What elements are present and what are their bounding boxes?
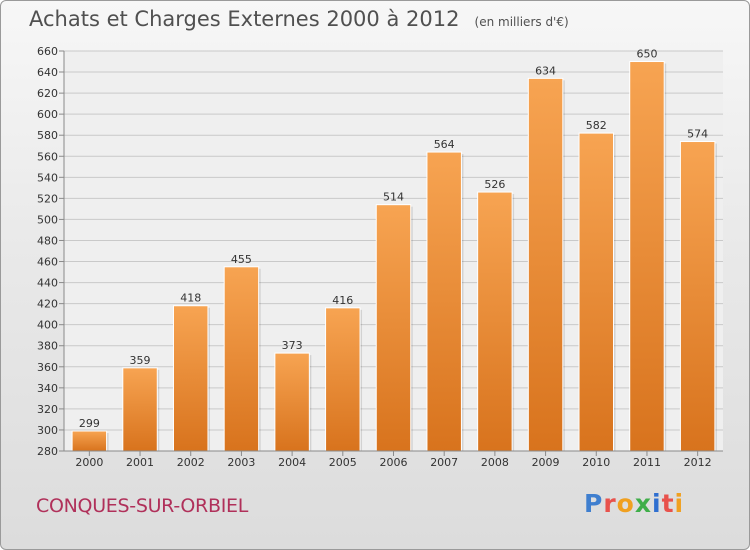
bar-2004 — [274, 352, 310, 452]
value-label-2005: 416 — [332, 294, 353, 307]
logo-letter: i — [652, 489, 662, 518]
value-label-2004: 373 — [282, 339, 303, 352]
x-tick-label-2005: 2005 — [329, 456, 357, 469]
value-label-2012: 574 — [687, 128, 708, 141]
y-tick-label: 640 — [37, 66, 58, 79]
place-name: CONQUES-SUR-ORBIEL — [36, 495, 248, 517]
x-tick-label-2002: 2002 — [177, 456, 205, 469]
bar-2001 — [122, 367, 158, 452]
bar-2011 — [629, 61, 665, 452]
bar-2006 — [375, 204, 412, 452]
chart-title: Achats et Charges Externes 2000 à 2012 — [29, 7, 460, 31]
value-label-2003: 455 — [231, 253, 252, 266]
value-label-2011: 650 — [636, 48, 657, 61]
x-tick-label-2008: 2008 — [481, 456, 509, 469]
logo-letter: i — [674, 489, 685, 518]
value-label-2007: 564 — [434, 138, 455, 151]
y-tick-label: 280 — [37, 445, 58, 458]
bar-2009 — [527, 77, 564, 452]
logo-letter: o — [616, 489, 635, 518]
bar-2010 — [578, 132, 615, 452]
value-label-2000: 299 — [79, 417, 100, 430]
bar-2005 — [325, 307, 361, 452]
y-tick-label: 300 — [37, 424, 58, 437]
y-tick-label: 500 — [37, 213, 58, 226]
x-tick-label-2009: 2009 — [532, 456, 560, 469]
y-tick-label: 520 — [37, 192, 58, 205]
bar-2002 — [172, 305, 209, 452]
proxiti-logo: Proxiti — [584, 489, 684, 518]
bar-2000 — [71, 430, 108, 452]
y-tick-label: 320 — [37, 403, 58, 416]
y-tick-label: 420 — [37, 298, 58, 311]
y-tick-label: 340 — [37, 382, 58, 395]
y-tick-label: 440 — [37, 277, 58, 290]
y-tick-label: 600 — [37, 108, 58, 121]
bar-2008 — [477, 191, 513, 452]
logo-letter: x — [634, 489, 652, 518]
bar-2007 — [426, 151, 462, 452]
value-label-2001: 359 — [130, 354, 151, 367]
x-tick-label-2006: 2006 — [380, 456, 408, 469]
value-label-2010: 582 — [586, 119, 607, 132]
bar-2012 — [679, 141, 716, 452]
chart-unit-note: (en milliers d'€) — [474, 15, 569, 29]
y-tick-label: 660 — [37, 45, 58, 58]
logo-letter: P — [584, 489, 604, 518]
value-label-2008: 526 — [484, 178, 505, 191]
x-tick-label-2003: 2003 — [227, 456, 255, 469]
y-tick-label: 580 — [37, 129, 58, 142]
value-label-2009: 634 — [535, 64, 556, 77]
value-label-2006: 514 — [383, 191, 404, 204]
y-tick-label: 380 — [37, 340, 58, 353]
y-tick-label: 360 — [37, 361, 58, 374]
y-tick-label: 480 — [37, 234, 58, 247]
value-label-2002: 418 — [180, 292, 201, 305]
x-tick-label-2000: 2000 — [75, 456, 103, 469]
y-tick-label: 560 — [37, 150, 58, 163]
title-row: Achats et Charges Externes 2000 à 2012 (… — [29, 7, 569, 31]
x-tick-label-2010: 2010 — [582, 456, 610, 469]
y-tick-label: 460 — [37, 256, 58, 269]
bar-2003 — [223, 266, 260, 452]
x-tick-label-2011: 2011 — [633, 456, 661, 469]
logo-letter: t — [661, 489, 675, 518]
x-tick-label-2007: 2007 — [430, 456, 458, 469]
x-tick-label-2004: 2004 — [278, 456, 306, 469]
y-tick-label: 620 — [37, 87, 58, 100]
x-tick-label-2001: 2001 — [126, 456, 154, 469]
logo-letter: r — [603, 489, 617, 518]
x-tick-label-2012: 2012 — [684, 456, 712, 469]
y-tick-label: 400 — [37, 319, 58, 332]
y-tick-label: 540 — [37, 171, 58, 184]
